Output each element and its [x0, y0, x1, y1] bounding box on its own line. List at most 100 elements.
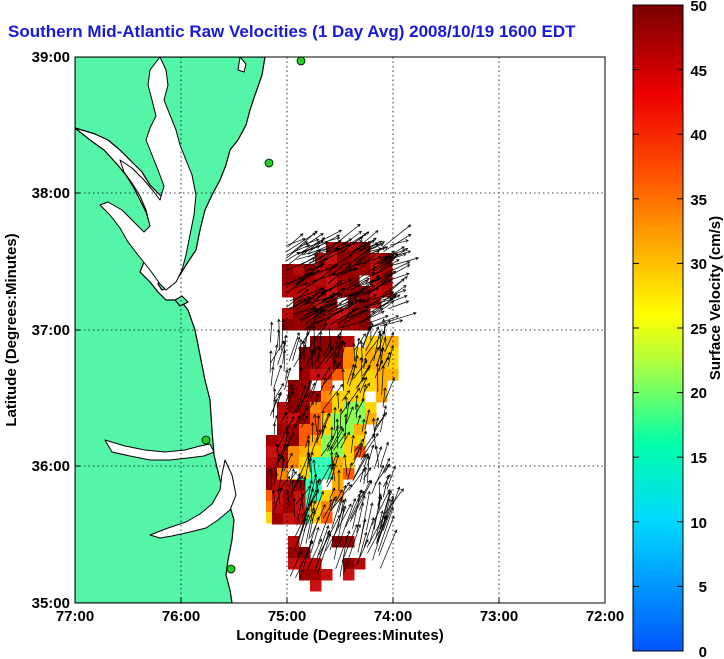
velocity-vector: [375, 362, 380, 392]
velocity-cell: [299, 402, 311, 414]
velocity-cell: [365, 413, 377, 425]
velocity-cell: [277, 435, 289, 447]
velocity-vector: [353, 443, 363, 464]
velocity-vector: [342, 230, 363, 246]
velocity-cell: [304, 264, 316, 276]
colorbar-tick-label: 20: [690, 385, 707, 402]
velocity-cell: [277, 468, 289, 480]
velocity-cell: [266, 490, 278, 502]
velocity-cell: [321, 569, 333, 581]
velocity-vector: [362, 237, 377, 248]
velocity-cell: [277, 424, 289, 436]
velocity-vector: [313, 413, 318, 432]
velocity-vector: [382, 473, 391, 488]
velocity-vector: [273, 472, 278, 486]
velocity-vector: [310, 373, 320, 398]
colorbar-tick-label: 15: [690, 450, 707, 467]
water-bodies: [99, 57, 247, 539]
velocity-vector: [308, 457, 313, 484]
velocity-vector: [288, 331, 300, 362]
y-tick-label: 37:00: [32, 322, 70, 339]
velocity-cell: [354, 380, 366, 392]
velocity-cell: [321, 402, 333, 414]
velocity-cell: [266, 468, 278, 480]
x-tick-label: 75:00: [268, 608, 306, 625]
velocity-vector: [296, 493, 305, 526]
velocity-cell: [365, 358, 377, 370]
velocity-vector: [310, 349, 315, 368]
velocity-vector: [286, 295, 316, 310]
velocity-vector: [277, 318, 281, 351]
velocity-cell: [326, 297, 338, 309]
velocity-vector: [379, 529, 398, 569]
velocity-vector: [327, 326, 332, 352]
velocity-vector: [305, 236, 341, 248]
velocity-vector: [354, 438, 364, 452]
velocity-vector: [294, 488, 319, 538]
velocity-vector: [300, 343, 307, 358]
velocity-vector: [348, 311, 363, 319]
velocity-cell: [294, 502, 306, 514]
velocity-vector: [355, 230, 379, 250]
velocity-vector: [375, 274, 390, 282]
velocity-vector: [323, 342, 332, 357]
velocity-vector: [345, 299, 362, 310]
velocity-cell: [288, 380, 300, 392]
velocity-vector: [284, 430, 290, 450]
velocity-cell: [348, 297, 360, 309]
albemarle-sound: [104, 439, 215, 461]
velocity-vector: [329, 445, 334, 469]
velocity-vector: [272, 398, 278, 413]
velocity-cell: [310, 413, 322, 425]
velocity-vector: [303, 245, 335, 255]
velocity-cell: [376, 391, 388, 403]
velocity-vector: [379, 319, 404, 327]
velocity-vector: [384, 264, 411, 279]
velocity-cell: [299, 446, 311, 458]
x-tick-label: 74:00: [374, 608, 412, 625]
y-axis-tick-labels: 39:00 38:00 37:00 36:00 35:00: [32, 49, 70, 612]
land-lower-peninsula: [75, 127, 235, 603]
velocity-vector: [333, 432, 347, 451]
velocity-vector: [269, 468, 273, 485]
velocity-vector: [361, 479, 371, 497]
velocity-vector: [292, 336, 301, 361]
velocity-vector: [353, 333, 366, 352]
velocity-vector: [293, 507, 310, 552]
velocity-vector: [298, 254, 318, 267]
velocity-vector: [369, 346, 380, 364]
velocity-vector: [351, 299, 365, 311]
velocity-cell: [321, 358, 333, 370]
velocity-vector: [329, 307, 359, 326]
velocity-vector: [356, 539, 369, 565]
velocity-cell: [359, 297, 371, 309]
velocity-cell: [387, 369, 399, 381]
velocity-vector: [331, 454, 340, 480]
velocity-cell: [332, 402, 344, 414]
velocity-cell: [348, 308, 360, 320]
velocity-cell: [288, 402, 300, 414]
velocity-vector: [306, 439, 311, 468]
velocity-cell: [343, 558, 355, 570]
station-marker: [201, 435, 211, 445]
velocity-vector: [298, 241, 329, 254]
station-marker: [264, 158, 274, 168]
velocity-vector: [363, 382, 370, 393]
velocity-cell: [272, 480, 284, 492]
velocity-cell: [348, 253, 360, 265]
velocity-vector: [338, 331, 342, 358]
velocity-vector: [387, 311, 417, 323]
velocity-vector: [299, 338, 303, 362]
velocity-vector: [298, 381, 311, 411]
velocity-vector: [303, 295, 335, 306]
velocity-cell: [299, 347, 311, 359]
velocity-cell: [299, 457, 311, 469]
velocity-cell: [354, 391, 366, 403]
velocity-cell: [337, 253, 349, 265]
velocity-cell: [321, 380, 333, 392]
velocity-vector: [308, 322, 328, 349]
velocity-vector: [328, 254, 353, 270]
y-tick-label: 35:00: [32, 595, 70, 612]
velocity-cell: [365, 380, 377, 392]
velocity-cell: [337, 264, 349, 276]
